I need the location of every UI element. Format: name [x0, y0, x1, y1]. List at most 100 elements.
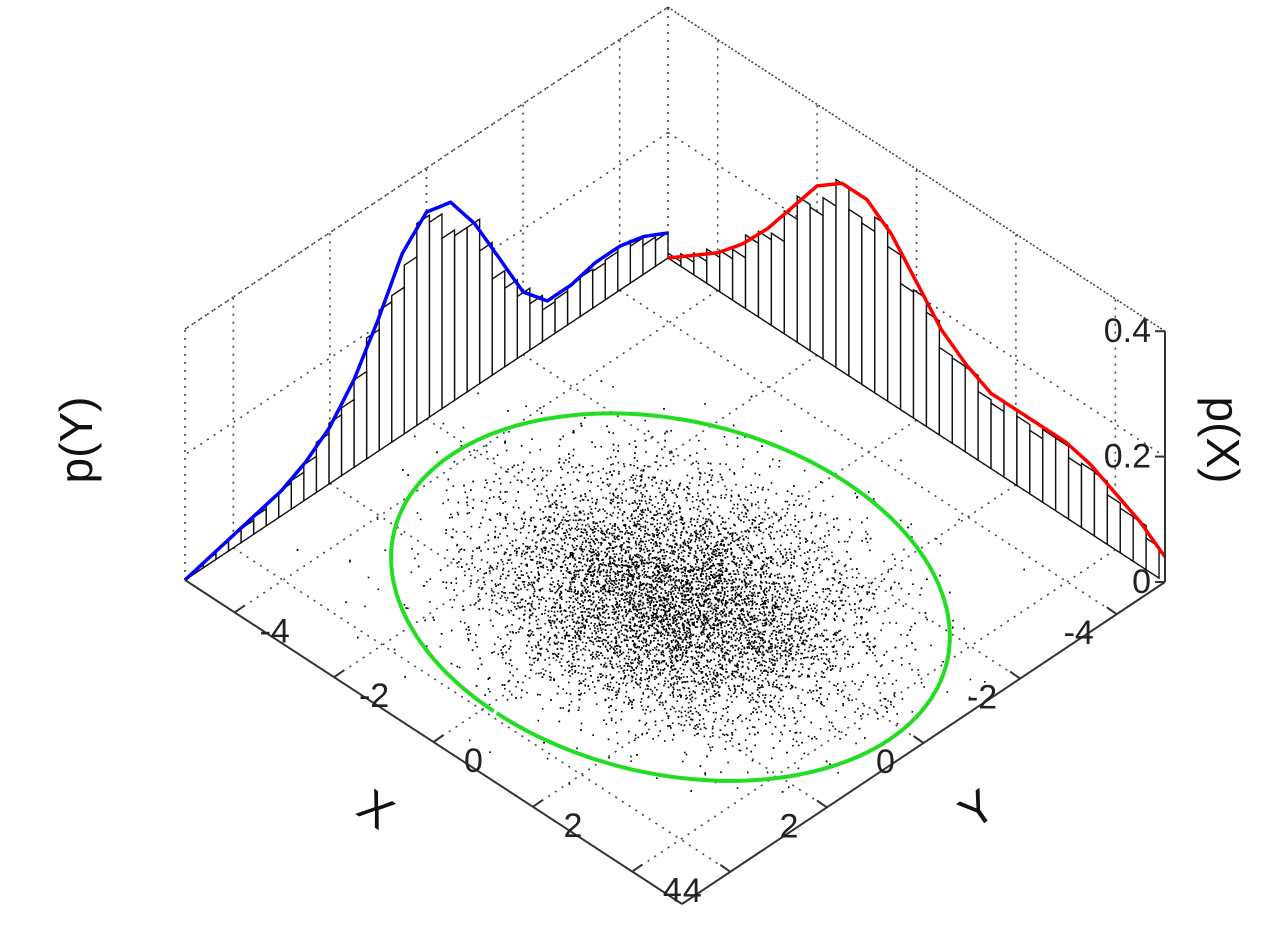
scatter-point: [619, 594, 622, 596]
scatter-point: [757, 571, 759, 574]
scatter-point: [603, 719, 605, 721]
scatter-point: [687, 542, 690, 544]
scatter-point: [700, 584, 703, 587]
scatter-point: [571, 551, 573, 554]
scatter-point: [624, 531, 627, 534]
scatter-point: [883, 578, 885, 580]
scatter-point: [551, 590, 554, 592]
scatter-point: [590, 508, 593, 510]
scatter-point: [726, 536, 728, 539]
scatter-point: [523, 619, 526, 622]
scatter-point: [767, 614, 770, 617]
scatter-point: [712, 592, 714, 595]
scatter-point: [690, 517, 693, 520]
scatter-point: [773, 543, 775, 546]
scatter-point: [530, 633, 533, 635]
scatter-point: [794, 598, 797, 600]
scatter-point: [753, 556, 756, 559]
scatter-point: [580, 722, 583, 725]
scatter-point: [571, 653, 574, 656]
scatter-point: [609, 590, 611, 592]
scatter-point: [560, 610, 562, 612]
scatter-point: [639, 586, 641, 589]
scatter-point: [576, 535, 579, 538]
scatter-point: [691, 600, 694, 602]
scatter-point: [611, 617, 614, 619]
scatter-point: [677, 549, 679, 551]
scatter-point: [520, 574, 523, 576]
scatter-point: [723, 608, 725, 611]
scatter-layer: [296, 380, 1047, 793]
scatter-point: [581, 590, 583, 592]
scatter-point: [609, 523, 612, 525]
scatter-point: [667, 519, 669, 521]
scatter-point: [527, 584, 529, 587]
scatter-point: [657, 632, 659, 635]
scatter-point: [679, 547, 681, 549]
scatter-point: [766, 607, 768, 609]
scatter-point: [748, 627, 751, 630]
scatter-point: [729, 598, 732, 600]
scatter-point: [786, 642, 788, 644]
scatter-point: [575, 566, 578, 568]
floor-grid-line-y: [333, 354, 818, 678]
scatter-point: [601, 640, 603, 642]
scatter-point: [762, 625, 764, 627]
scatter-point: [603, 575, 605, 577]
scatter-point: [674, 603, 677, 606]
scatter-point: [753, 632, 756, 634]
scatter-point: [384, 549, 387, 551]
scatter-point: [731, 655, 734, 658]
scatter-point: [593, 535, 596, 537]
scatter-point: [482, 607, 484, 610]
scatter-point: [707, 743, 710, 746]
scatter-point: [797, 695, 800, 697]
scatter-point: [793, 557, 796, 559]
scatter-point: [811, 511, 813, 514]
scatter-point: [783, 576, 786, 578]
scatter-point: [619, 665, 621, 667]
scatter-point: [621, 554, 624, 557]
scatter-point: [639, 513, 641, 515]
scatter-point: [707, 462, 709, 464]
scatter-point: [858, 585, 861, 588]
histogram-bar-pX: [453, 226, 468, 402]
scatter-point: [531, 664, 533, 666]
scatter-point: [592, 681, 594, 683]
scatter-point: [514, 550, 516, 552]
scatter-point: [739, 638, 742, 641]
scatter-point: [625, 691, 628, 693]
scatter-point: [738, 647, 740, 649]
scatter-point: [689, 638, 692, 640]
scatter-point: [786, 507, 789, 510]
scatter-point: [525, 405, 527, 408]
scatter-point: [517, 464, 519, 466]
scatter-point: [623, 639, 626, 642]
scatter-point: [725, 488, 728, 491]
scatter-point: [743, 578, 746, 581]
scatter-point: [515, 552, 518, 554]
scatter-point: [669, 648, 671, 650]
scatter-point: [712, 608, 715, 611]
scatter-point: [627, 610, 630, 613]
scatter-point: [682, 580, 685, 582]
scatter-point: [635, 547, 637, 550]
scatter-point: [611, 611, 614, 614]
scatter-point: [584, 573, 587, 575]
scatter-point: [700, 656, 703, 659]
histogram-bar-pX: [504, 278, 519, 369]
scatter-point: [605, 609, 608, 611]
scatter-point: [638, 556, 641, 559]
scatter-point: [469, 632, 472, 635]
scatter-point: [598, 508, 601, 511]
scatter-point: [502, 527, 504, 530]
scatter-point: [626, 577, 629, 579]
scatter-point: [786, 661, 788, 663]
scatter-point: [764, 588, 766, 591]
scatter-point: [727, 693, 730, 696]
scatter-point: [917, 669, 920, 671]
scatter-point: [757, 650, 759, 653]
scatter-point: [511, 624, 513, 626]
scatter-point: [706, 659, 709, 662]
